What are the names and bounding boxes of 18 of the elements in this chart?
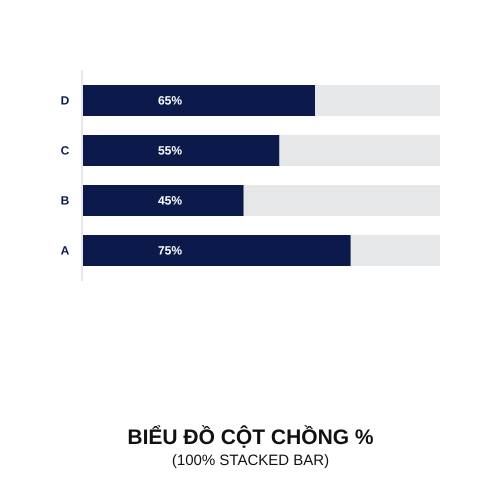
text: BIỂU ĐỒ CỘT CHỒNG % bbox=[127, 425, 374, 449]
bar bbox=[83, 235, 351, 266]
bar bbox=[83, 85, 316, 116]
bar bbox=[315, 85, 440, 116]
bar bbox=[83, 185, 244, 216]
data-label: 65% bbox=[158, 94, 182, 108]
bar bbox=[350, 235, 440, 266]
data-label: 45% bbox=[158, 194, 182, 208]
y-tick-label: C bbox=[60, 144, 70, 158]
bar bbox=[244, 185, 440, 216]
y-tick-label: B bbox=[60, 194, 70, 208]
y-tick-label: A bbox=[60, 244, 70, 258]
data-label: 75% bbox=[158, 244, 182, 258]
bar bbox=[279, 135, 440, 166]
data-label: 55% bbox=[158, 144, 182, 158]
y-tick-label: D bbox=[60, 94, 70, 108]
text: (100% STACKED BAR) bbox=[172, 452, 330, 469]
bar bbox=[83, 135, 280, 166]
